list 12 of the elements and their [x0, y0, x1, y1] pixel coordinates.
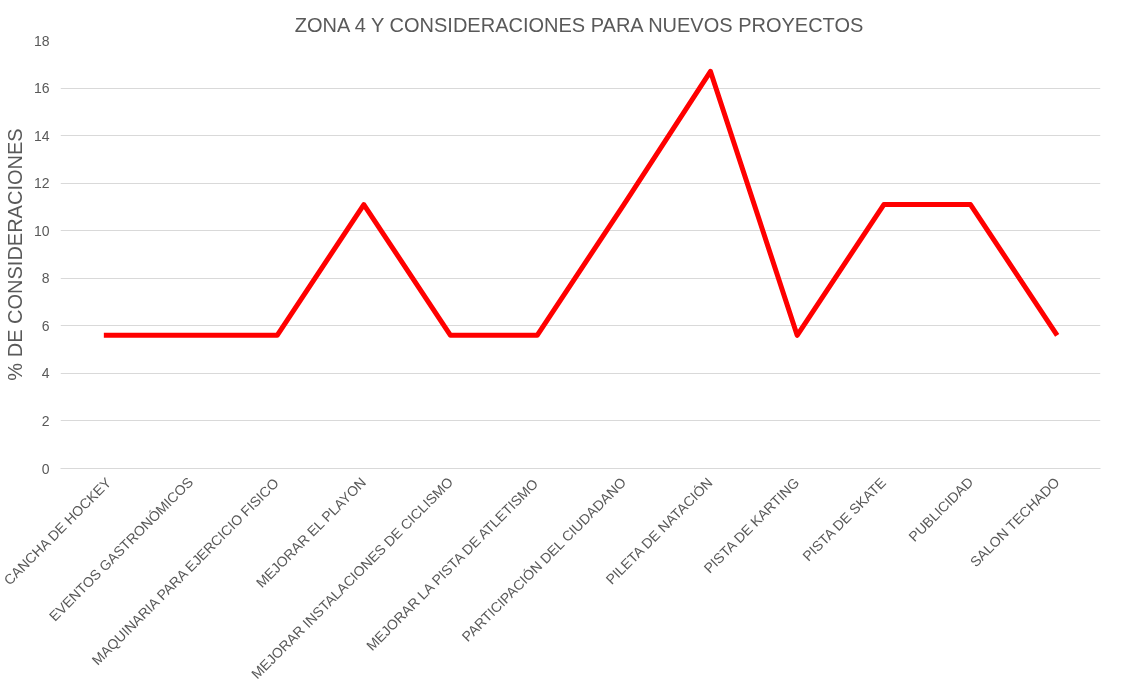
y-tick-label: 16	[33, 80, 50, 97]
chart-title: ZONA 4 Y CONSIDERACIONES PARA NUEVOS PROYECTOS	[294, 13, 864, 36]
y-tick-label: 0	[41, 460, 50, 477]
y-tick-label: 8	[41, 270, 50, 287]
y-tick-label: 14	[33, 127, 50, 144]
y-tick-label: 6	[41, 317, 50, 334]
y-tick-label: 2	[41, 412, 50, 429]
y-tick-label: 4	[41, 365, 50, 382]
y-tick-label: 10	[33, 222, 50, 239]
y-axis-title: % DE CONSIDERACIONES	[3, 128, 26, 381]
y-tick-label: 18	[33, 32, 50, 49]
y-tick-label: 12	[33, 175, 50, 192]
